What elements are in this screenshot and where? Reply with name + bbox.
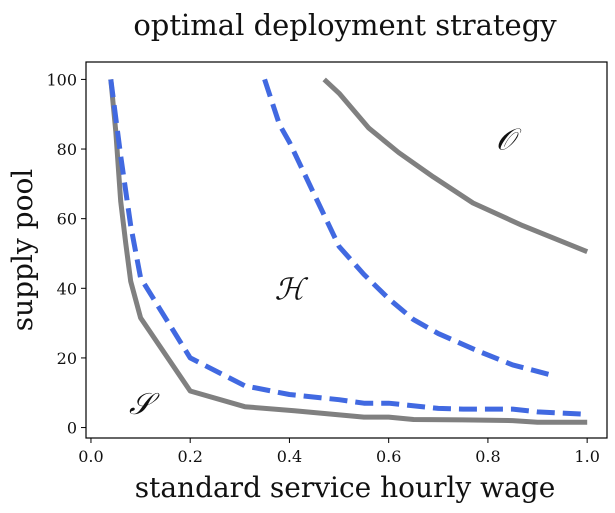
- x-tick-label: 1.0: [574, 447, 599, 466]
- x-tick-label: 0.6: [376, 447, 401, 466]
- y-tick-label: 40: [57, 279, 77, 298]
- series-line-2: [108, 79, 588, 417]
- y-axis-label: supply pool: [6, 169, 39, 332]
- series-line-4: [322, 77, 589, 255]
- y-tick-label: 60: [57, 210, 77, 229]
- region-label: ℋ: [275, 272, 309, 307]
- x-axis-label: standard service hourly wage: [135, 471, 556, 504]
- y-tick-label: 100: [46, 70, 77, 89]
- plot-frame: [85, 61, 608, 439]
- region-label: 𝒪: [496, 123, 522, 158]
- x-tick-label: 0.4: [277, 447, 302, 466]
- y-tick-label: 20: [57, 349, 77, 368]
- y-tick-label: 0: [67, 419, 77, 438]
- region-labels: 𝒪 ℋ 𝒮: [129, 123, 522, 423]
- series-line-3: [262, 78, 554, 378]
- x-axis: 0.0 0.2 0.4 0.6 0.8 1.0: [78, 438, 600, 466]
- series-line-1: [108, 79, 588, 425]
- x-tick-label: 0.2: [177, 447, 202, 466]
- plot-area: [108, 77, 589, 425]
- x-tick-label: 0.0: [78, 447, 103, 466]
- y-axis: 0 20 40 60 80 100: [46, 70, 86, 438]
- chart-title: optimal deployment strategy: [133, 8, 557, 42]
- region-label: 𝒮: [129, 387, 160, 422]
- y-tick-label: 80: [57, 140, 77, 159]
- x-tick-label: 0.8: [475, 447, 500, 466]
